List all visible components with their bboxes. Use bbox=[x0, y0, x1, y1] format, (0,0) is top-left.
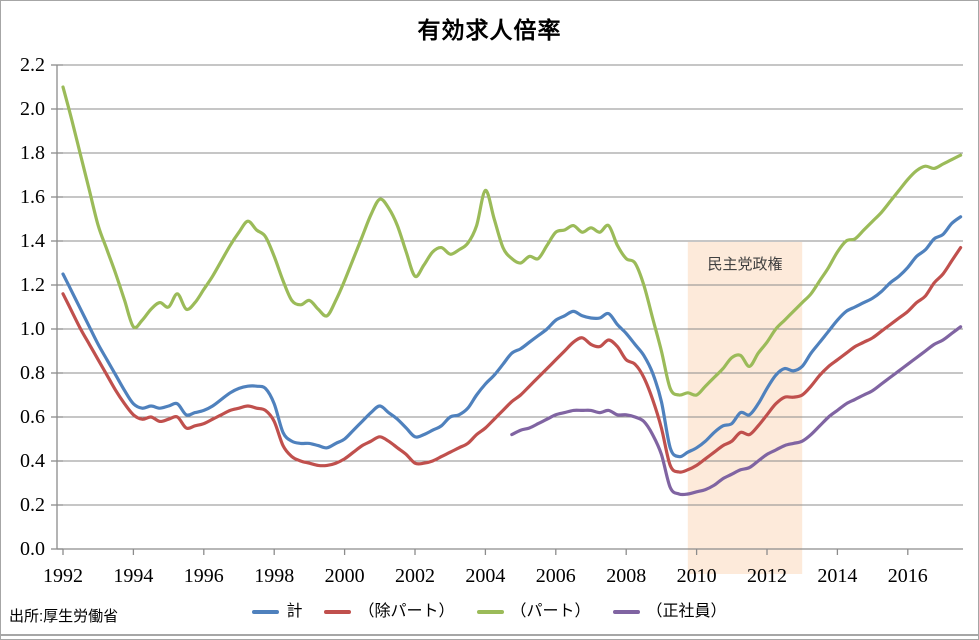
y-axis-tick-label: 0.6 bbox=[20, 406, 45, 428]
legend-line-swatch bbox=[612, 610, 640, 614]
x-axis-tick-label: 1992 bbox=[43, 565, 83, 587]
legend-item-1: （除パート） bbox=[324, 599, 455, 625]
x-axis-tick-label: 1998 bbox=[254, 565, 295, 587]
dpj-era-band bbox=[687, 242, 803, 574]
x-axis-tick-label: 2002 bbox=[395, 565, 435, 587]
x-axis-tick-label: 2016 bbox=[887, 565, 928, 587]
x-axis-tick-label: 2008 bbox=[606, 565, 647, 587]
x-axis-tick-label: 2010 bbox=[676, 565, 717, 587]
x-axis-tick-label: 1994 bbox=[113, 565, 154, 587]
y-axis-tick-label: 1.2 bbox=[20, 274, 45, 296]
series-line-3 bbox=[510, 325, 963, 497]
y-axis-tick-label: 0.4 bbox=[20, 450, 45, 472]
y-axis-tick-label: 1.0 bbox=[20, 318, 45, 340]
x-axis-tick-label: 2000 bbox=[324, 565, 365, 587]
legend-label: （除パート） bbox=[358, 603, 455, 620]
x-axis-tick-label: 2004 bbox=[465, 565, 506, 587]
y-axis-tick-label: 1.8 bbox=[20, 142, 45, 164]
y-axis-tick-label: 0.0 bbox=[20, 538, 45, 560]
series-line-1 bbox=[61, 246, 963, 474]
legend-label: （正社員） bbox=[646, 603, 727, 620]
y-axis-tick-label: 1.4 bbox=[20, 230, 45, 252]
y-axis-tick-label: 1.6 bbox=[20, 186, 45, 208]
y-axis-tick-label: 0.8 bbox=[20, 362, 45, 384]
x-axis-tick-label: 1996 bbox=[183, 565, 224, 587]
legend-label: （パート） bbox=[510, 603, 591, 620]
y-axis-tick-label: 2.2 bbox=[20, 54, 45, 76]
y-axis-tick-label: 0.2 bbox=[20, 494, 45, 516]
x-axis-tick-label: 2014 bbox=[817, 565, 858, 587]
chart-title: 有効求人倍率 bbox=[417, 17, 562, 43]
legend-line-swatch bbox=[252, 610, 280, 614]
legend-item-3: （正社員） bbox=[612, 599, 727, 625]
dpj-era-annotation: 民主党政権 bbox=[707, 256, 783, 273]
legend-label: 計 bbox=[286, 603, 303, 620]
legend-line-swatch bbox=[476, 610, 504, 614]
chart-legend: 計 （除パート） （パート） （正社員） bbox=[1, 599, 978, 625]
legend-item-2: （パート） bbox=[476, 599, 591, 625]
bottom-divider bbox=[1, 634, 978, 636]
series-line-0 bbox=[61, 215, 963, 459]
x-axis-tick-label: 2012 bbox=[747, 565, 787, 587]
legend-item-0: 計 bbox=[252, 599, 302, 625]
source-note: 出所:厚生労働省 bbox=[9, 608, 119, 625]
series-line-2 bbox=[61, 85, 963, 397]
y-axis-tick-label: 2.0 bbox=[20, 98, 45, 120]
x-axis-tick-label: 2006 bbox=[535, 565, 576, 587]
legend-line-swatch bbox=[324, 610, 352, 614]
